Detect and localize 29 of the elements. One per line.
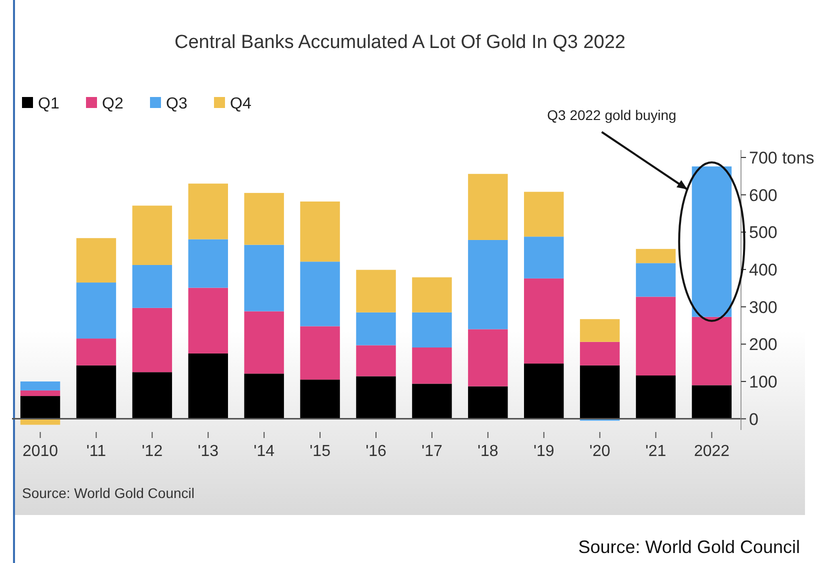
y-tick-label: 100 bbox=[749, 372, 778, 392]
y-tick-label: 200 bbox=[749, 335, 778, 354]
x-tick-label: '11 bbox=[86, 443, 106, 460]
x-tick-label: '15 bbox=[310, 443, 331, 460]
y-tick-label: 600 bbox=[749, 186, 778, 205]
x-tick-label: '13 bbox=[198, 443, 219, 460]
x-tick-label: 2022 bbox=[694, 443, 730, 460]
x-tick-label: 2010 bbox=[22, 443, 58, 460]
text: Q3 2022 gold buying bbox=[547, 107, 676, 123]
x-tick-label: '17 bbox=[422, 443, 442, 460]
source-note: Source: World Gold Council bbox=[22, 485, 194, 501]
y-tick-label: 700 tons bbox=[749, 148, 814, 168]
legend-label: Q2 bbox=[102, 96, 124, 113]
x-tick-label: '12 bbox=[142, 443, 163, 460]
source-note: Source: World Gold Council bbox=[578, 537, 800, 557]
legend-label: Q1 bbox=[38, 96, 60, 113]
x-tick-label: '18 bbox=[477, 443, 498, 460]
y-tick-label: 500 bbox=[749, 223, 778, 242]
x-tick-label: '20 bbox=[589, 443, 610, 460]
x-tick-label: '21 bbox=[645, 443, 666, 460]
legend-label: Q4 bbox=[230, 96, 252, 113]
x-tick-label: '16 bbox=[366, 443, 387, 460]
x-tick-label: '14 bbox=[254, 443, 275, 460]
y-tick-label: 400 bbox=[749, 260, 778, 280]
x-tick-label: '19 bbox=[533, 443, 554, 460]
chart-title: Central Banks Accumulated A Lot Of Gold In Q3 2022 bbox=[174, 32, 626, 53]
y-tick-label: 0 bbox=[749, 410, 758, 429]
legend-label: Q3 bbox=[166, 96, 188, 113]
y-tick-label: 300 bbox=[749, 298, 778, 317]
